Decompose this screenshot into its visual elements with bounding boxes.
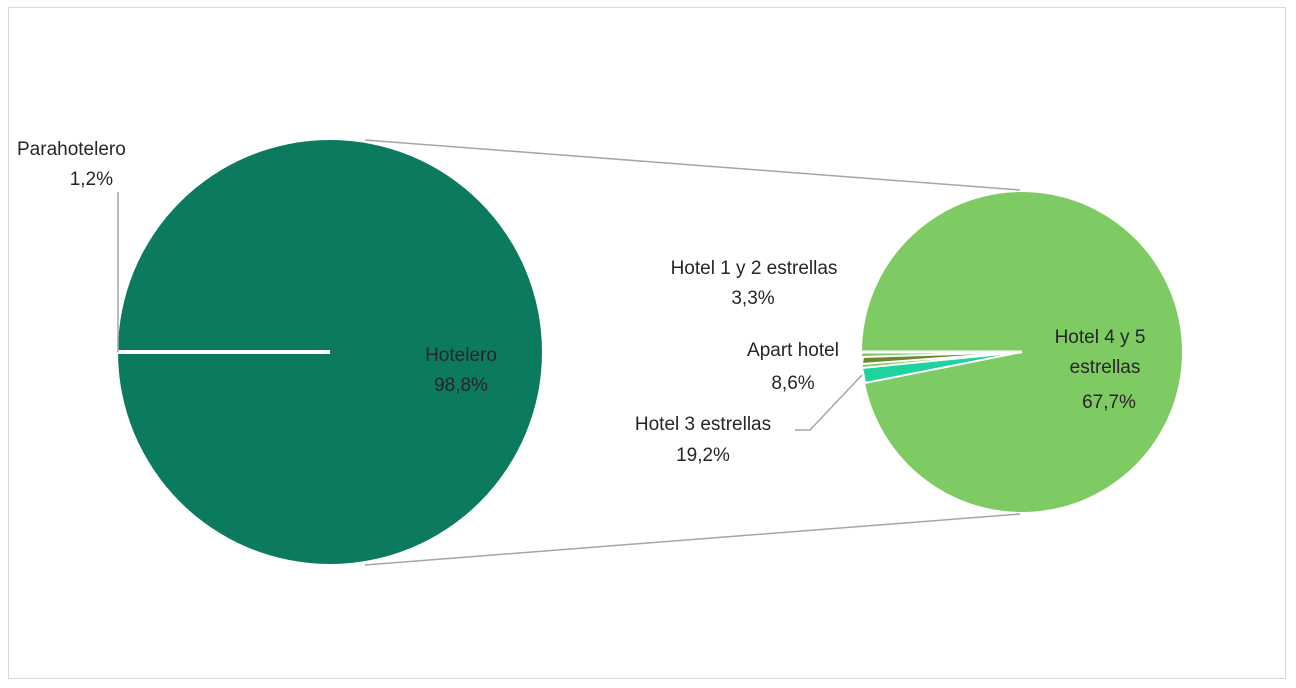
label-hotel-4-5-value: 67,7% [1082,392,1136,413]
label-apart-hotel-value: 8,6% [771,373,814,394]
connector-line-top [364,139,1021,191]
label-hotelero-value: 98,8% [434,375,488,396]
slice-apart-hotel [860,351,1023,385]
label-hotel-4-5-name-line1: Hotel 4 y 5 [1055,327,1146,348]
slice-hotel-1-2-estrellas [860,351,1023,366]
label-hotel-3-name: Hotel 3 estrellas [635,414,771,435]
label-hotel-1-2-value: 3,3% [731,288,774,309]
label-hotel-1-2-name: Hotel 1 y 2 estrellas [671,258,838,279]
label-parahotelero-value: 1,2% [70,169,113,190]
label-hotel-4-5-name-line2: estrellas [1070,357,1141,378]
label-apart-hotel-name: Apart hotel [747,340,839,361]
leader-line-hotel-3-estrellas [795,374,863,431]
connector-line-bottom [364,513,1021,566]
label-hotelero-name: Hotelero [425,345,497,366]
label-parahotelero-name: Parahotelero [17,139,126,160]
label-hotel-3-value: 19,2% [676,445,730,466]
